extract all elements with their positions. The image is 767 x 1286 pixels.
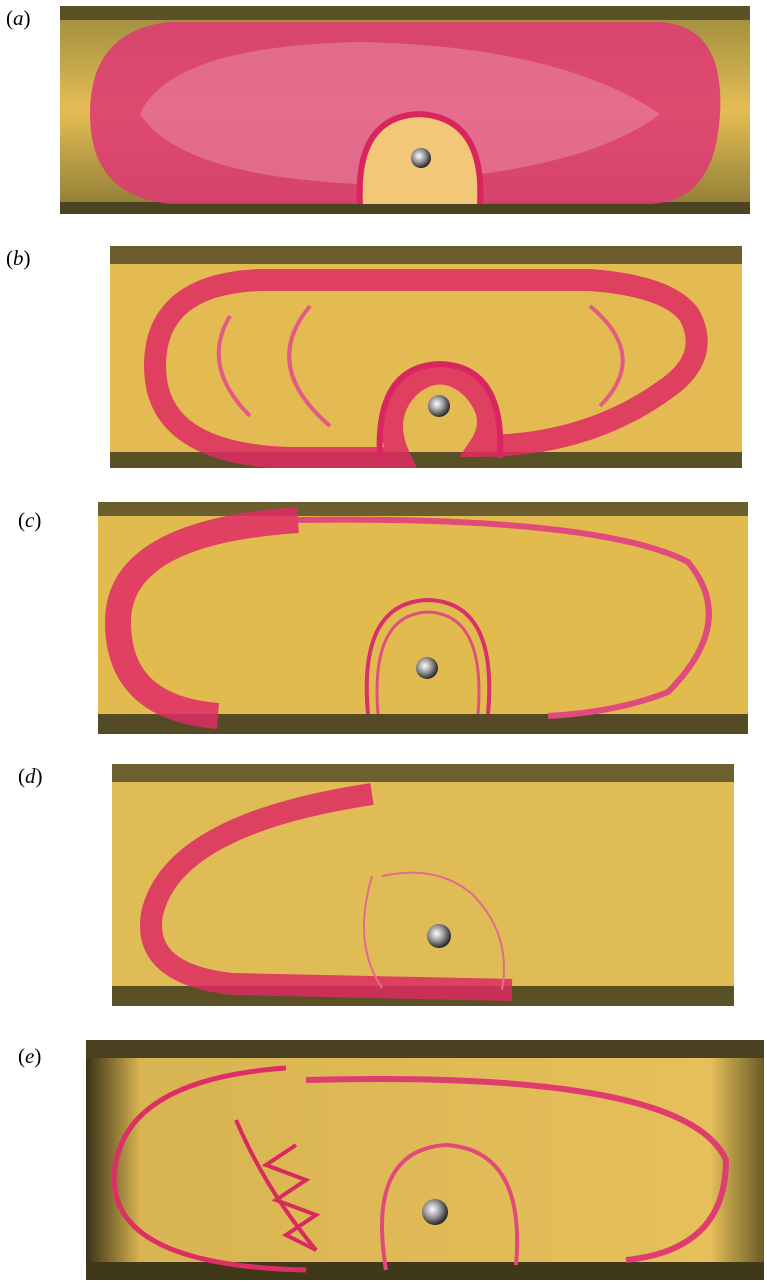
metal-rod-icon xyxy=(428,395,450,417)
panel-c-photo xyxy=(98,502,748,734)
panel-label-e: (e) xyxy=(18,1044,42,1068)
panel-label-a: (a) xyxy=(6,6,31,30)
panel-d-photo xyxy=(112,764,734,1006)
metal-rod-icon xyxy=(422,1199,448,1225)
metal-rod-icon xyxy=(411,148,431,168)
panel-label-d: (d) xyxy=(18,764,43,788)
panel-label-c: (c) xyxy=(18,508,42,532)
panel-label-b: (b) xyxy=(6,246,31,270)
metal-rod-icon xyxy=(427,924,451,948)
metal-rod-icon xyxy=(416,657,438,679)
panel-b-photo xyxy=(110,246,742,468)
panel-a-photo xyxy=(60,6,750,214)
panel-e-photo xyxy=(86,1040,764,1280)
